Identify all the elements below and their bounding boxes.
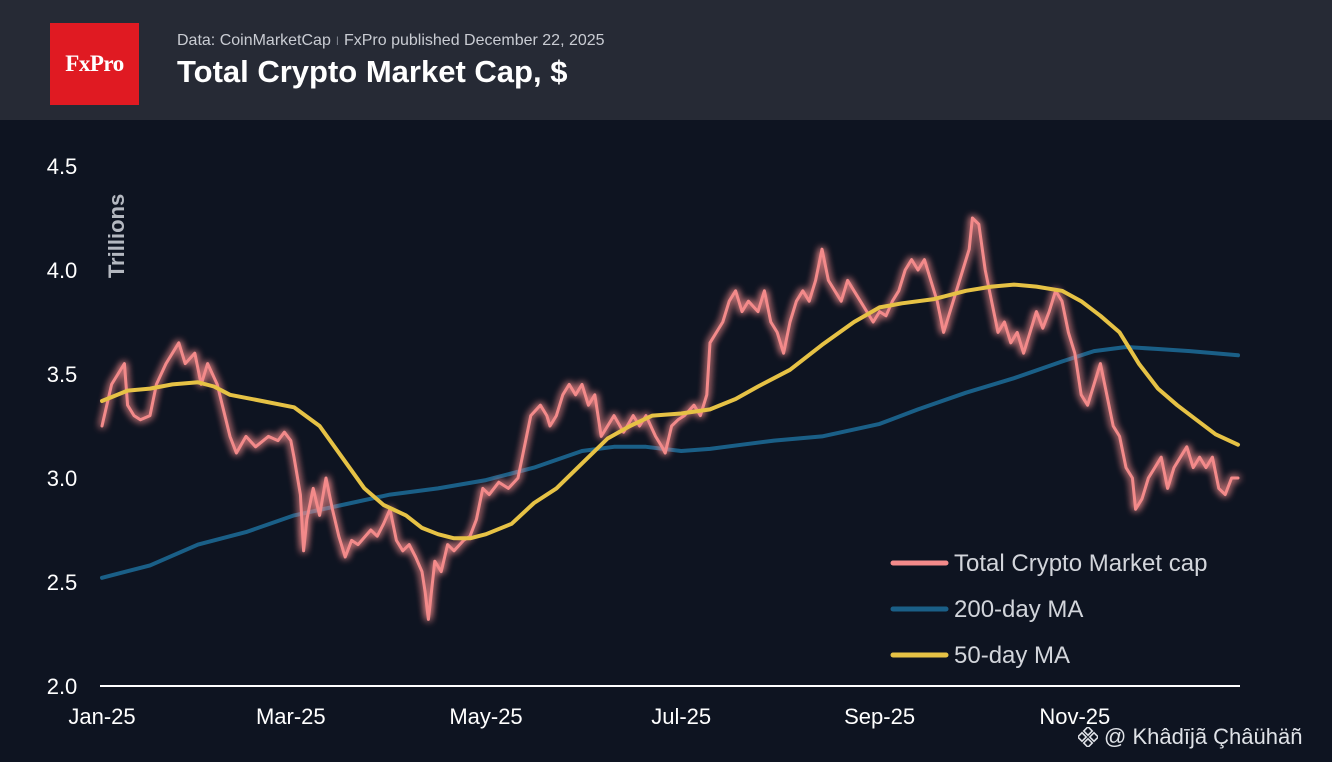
x-tick-label: Jan-25	[68, 704, 135, 729]
y-tick-label: 4.5	[47, 154, 78, 179]
chart-area: 4.5 4.0 3.5 3.0 2.5 2.0 Trillions Jan-25 Mar-2…	[47, 154, 1240, 729]
series-line-50-day-ma	[100, 282, 1240, 541]
x-tick-label: May-25	[449, 704, 522, 729]
published-date: FxPro published December 22, 2025	[343, 32, 605, 49]
legend-label: Total Crypto Market cap	[954, 550, 1207, 577]
legend-label: 50-day MA	[954, 642, 1070, 669]
legend: Total Crypto Market cap 200-day MA 50-day …	[890, 550, 1207, 669]
y-tick-label: 2.0	[47, 674, 78, 699]
source-line: Data: CoinMarketCap ǀ FxPro published Dece…	[177, 32, 605, 50]
y-tick-label: 2.5	[47, 570, 78, 595]
x-tick-label: Mar-25	[256, 704, 326, 729]
legend-label: 200-day MA	[954, 596, 1083, 623]
x-axis-ticks: Jan-25 Mar-25 May-25 Jul-25 Sep-25 Nov-25	[68, 704, 1110, 729]
watermark-text: @ Khâdījã Çhâühäñ	[1104, 724, 1303, 749]
x-tick-label: Sep-25	[844, 704, 915, 729]
chart-title: Total Crypto Market Cap, $	[177, 54, 568, 89]
series-line-200-day-ma	[100, 345, 1240, 580]
y-tick-label: 3.0	[47, 466, 78, 491]
x-tick-label: Nov-25	[1039, 704, 1110, 729]
x-tick-label: Jul-25	[651, 704, 711, 729]
y-axis-ticks: 4.5 4.0 3.5 3.0 2.5 2.0	[47, 154, 78, 699]
series-line-total-crypto-market-cap	[100, 216, 1240, 621]
binance-icon	[1078, 727, 1098, 747]
y-tick-label: 4.0	[47, 258, 78, 283]
fxpro-logo: FxPro	[50, 23, 139, 105]
y-tick-label: 3.5	[47, 362, 78, 387]
watermark: @ Khâdījã Çhâühäñ	[1078, 724, 1302, 750]
separator: ǀ	[335, 34, 339, 48]
data-source: Data: CoinMarketCap	[177, 32, 331, 49]
y-axis-label: Trillions	[104, 194, 129, 278]
header-bar: FxPro Data: CoinMarketCap ǀ FxPro publishe…	[0, 0, 1332, 120]
